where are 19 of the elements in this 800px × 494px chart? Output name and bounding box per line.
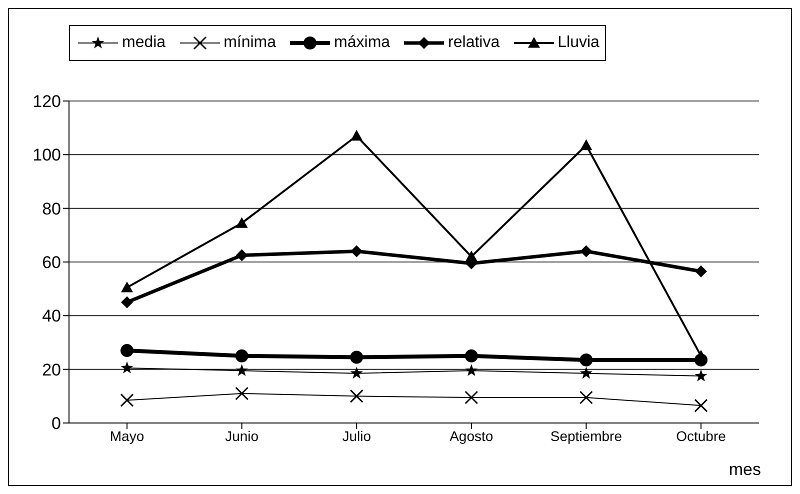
legend-label: mínima: [224, 34, 276, 52]
y-tick-label: 0: [52, 414, 61, 434]
legend-label: Lluvia: [558, 34, 600, 52]
x-tick-label: Mayo: [110, 428, 144, 444]
legend-label: relativa: [448, 34, 500, 52]
x-tick-label: Septiembre: [550, 428, 622, 444]
x-axis-title: mes: [728, 460, 761, 479]
x-tick-label: Octubre: [676, 428, 726, 444]
legend-label: máxima: [334, 34, 390, 52]
x-tick-label: Agosto: [450, 428, 494, 444]
y-tick-label: 80: [42, 199, 61, 218]
legend-label: media: [122, 34, 166, 52]
x-tick-label: Julio: [342, 428, 372, 444]
y-tick-label: 100: [32, 146, 61, 165]
y-tick-label: 120: [32, 92, 61, 112]
y-tick-label: 40: [42, 306, 61, 326]
y-tick-label: 20: [42, 360, 61, 380]
y-tick-label: 60: [42, 253, 61, 272]
x-tick-label: Junio: [225, 428, 259, 444]
